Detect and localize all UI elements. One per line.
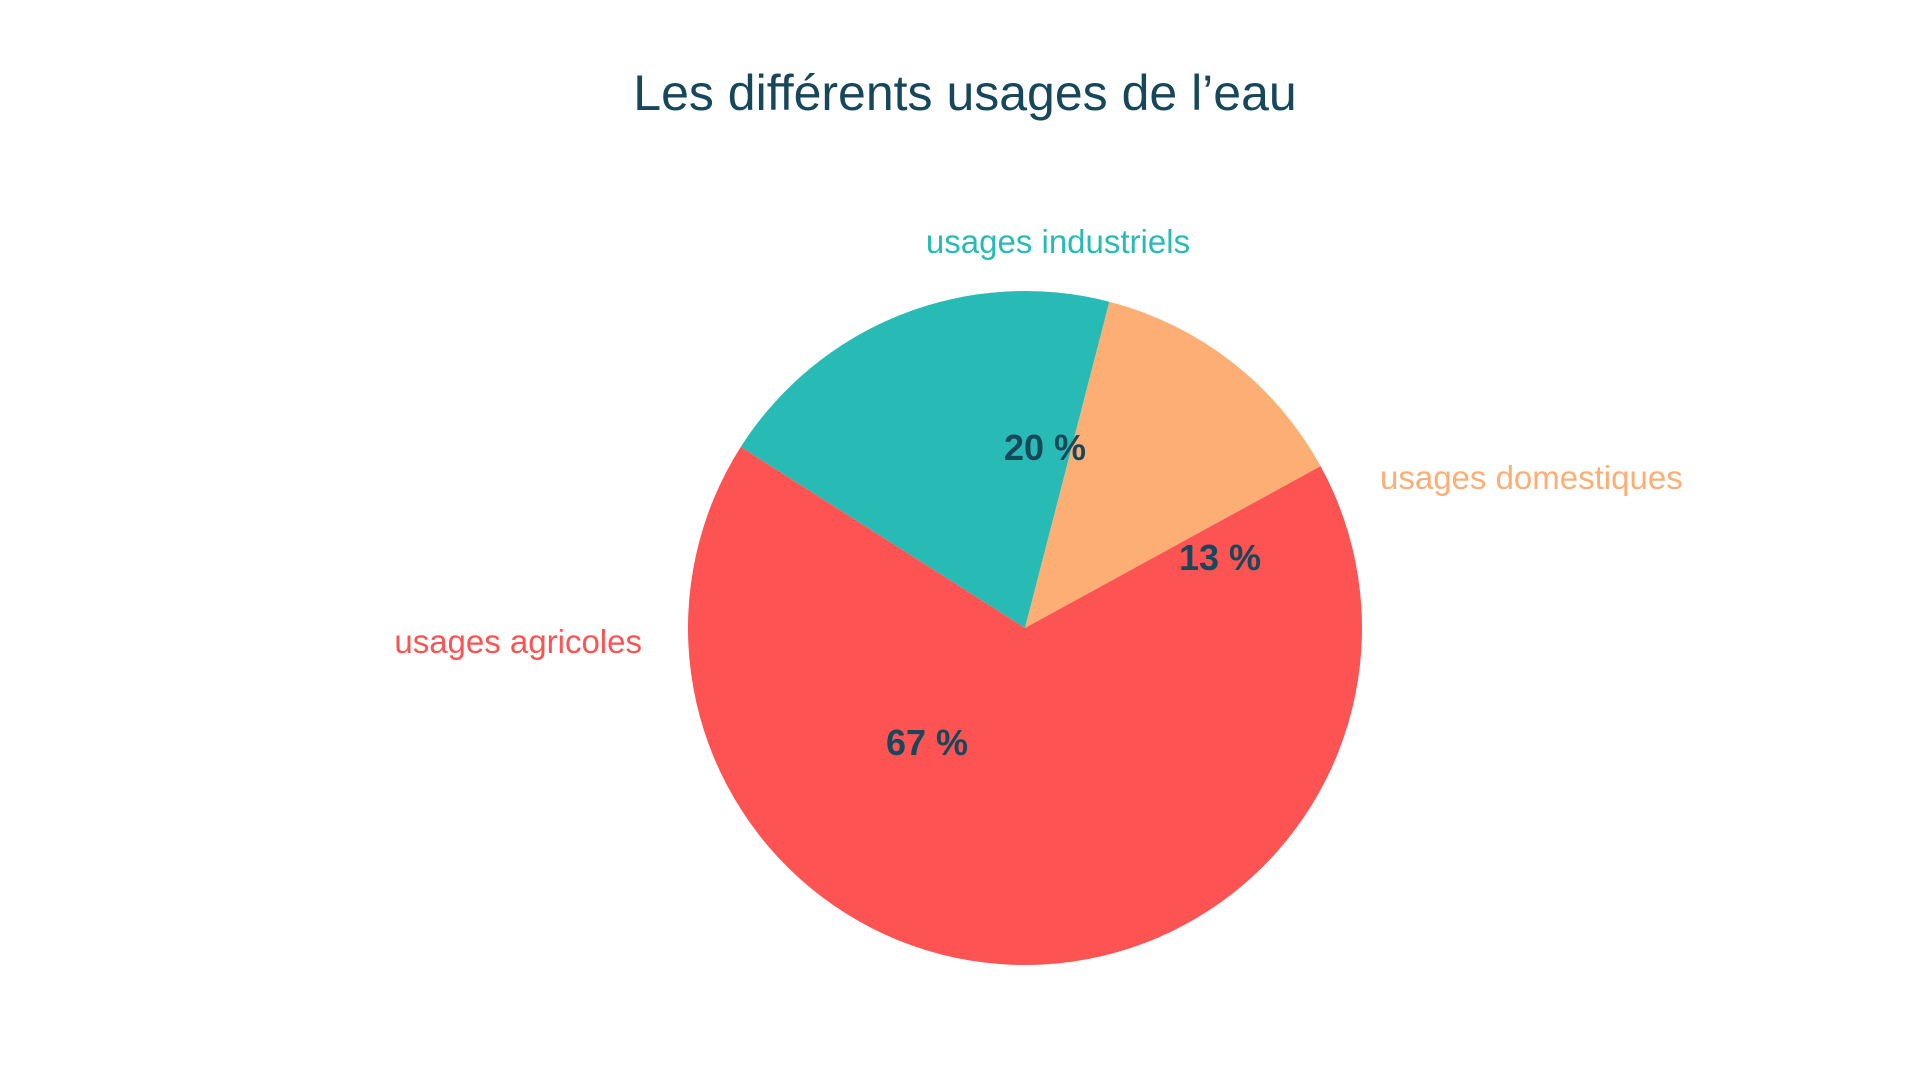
category-label-usages-agricoles: usages agricoles	[394, 623, 642, 660]
pie-labels: 20 % usages industriels 13 % usages domesti…	[394, 223, 1682, 763]
category-label-usages-domestiques: usages domestiques	[1380, 459, 1683, 496]
pie-slices	[688, 291, 1362, 965]
slice-usages-domestiques	[1025, 301, 1321, 628]
value-label-usages-agricoles: 67 %	[886, 722, 968, 763]
chart-title: Les différents usages de l’eau	[633, 65, 1296, 121]
slice-usages-industriels	[740, 291, 1110, 628]
value-label-usages-industriels: 20 %	[1004, 427, 1086, 468]
value-label-usages-domestiques: 13 %	[1179, 537, 1261, 578]
slice-usages-agricoles	[688, 446, 1362, 965]
category-label-usages-industriels: usages industriels	[926, 223, 1190, 260]
